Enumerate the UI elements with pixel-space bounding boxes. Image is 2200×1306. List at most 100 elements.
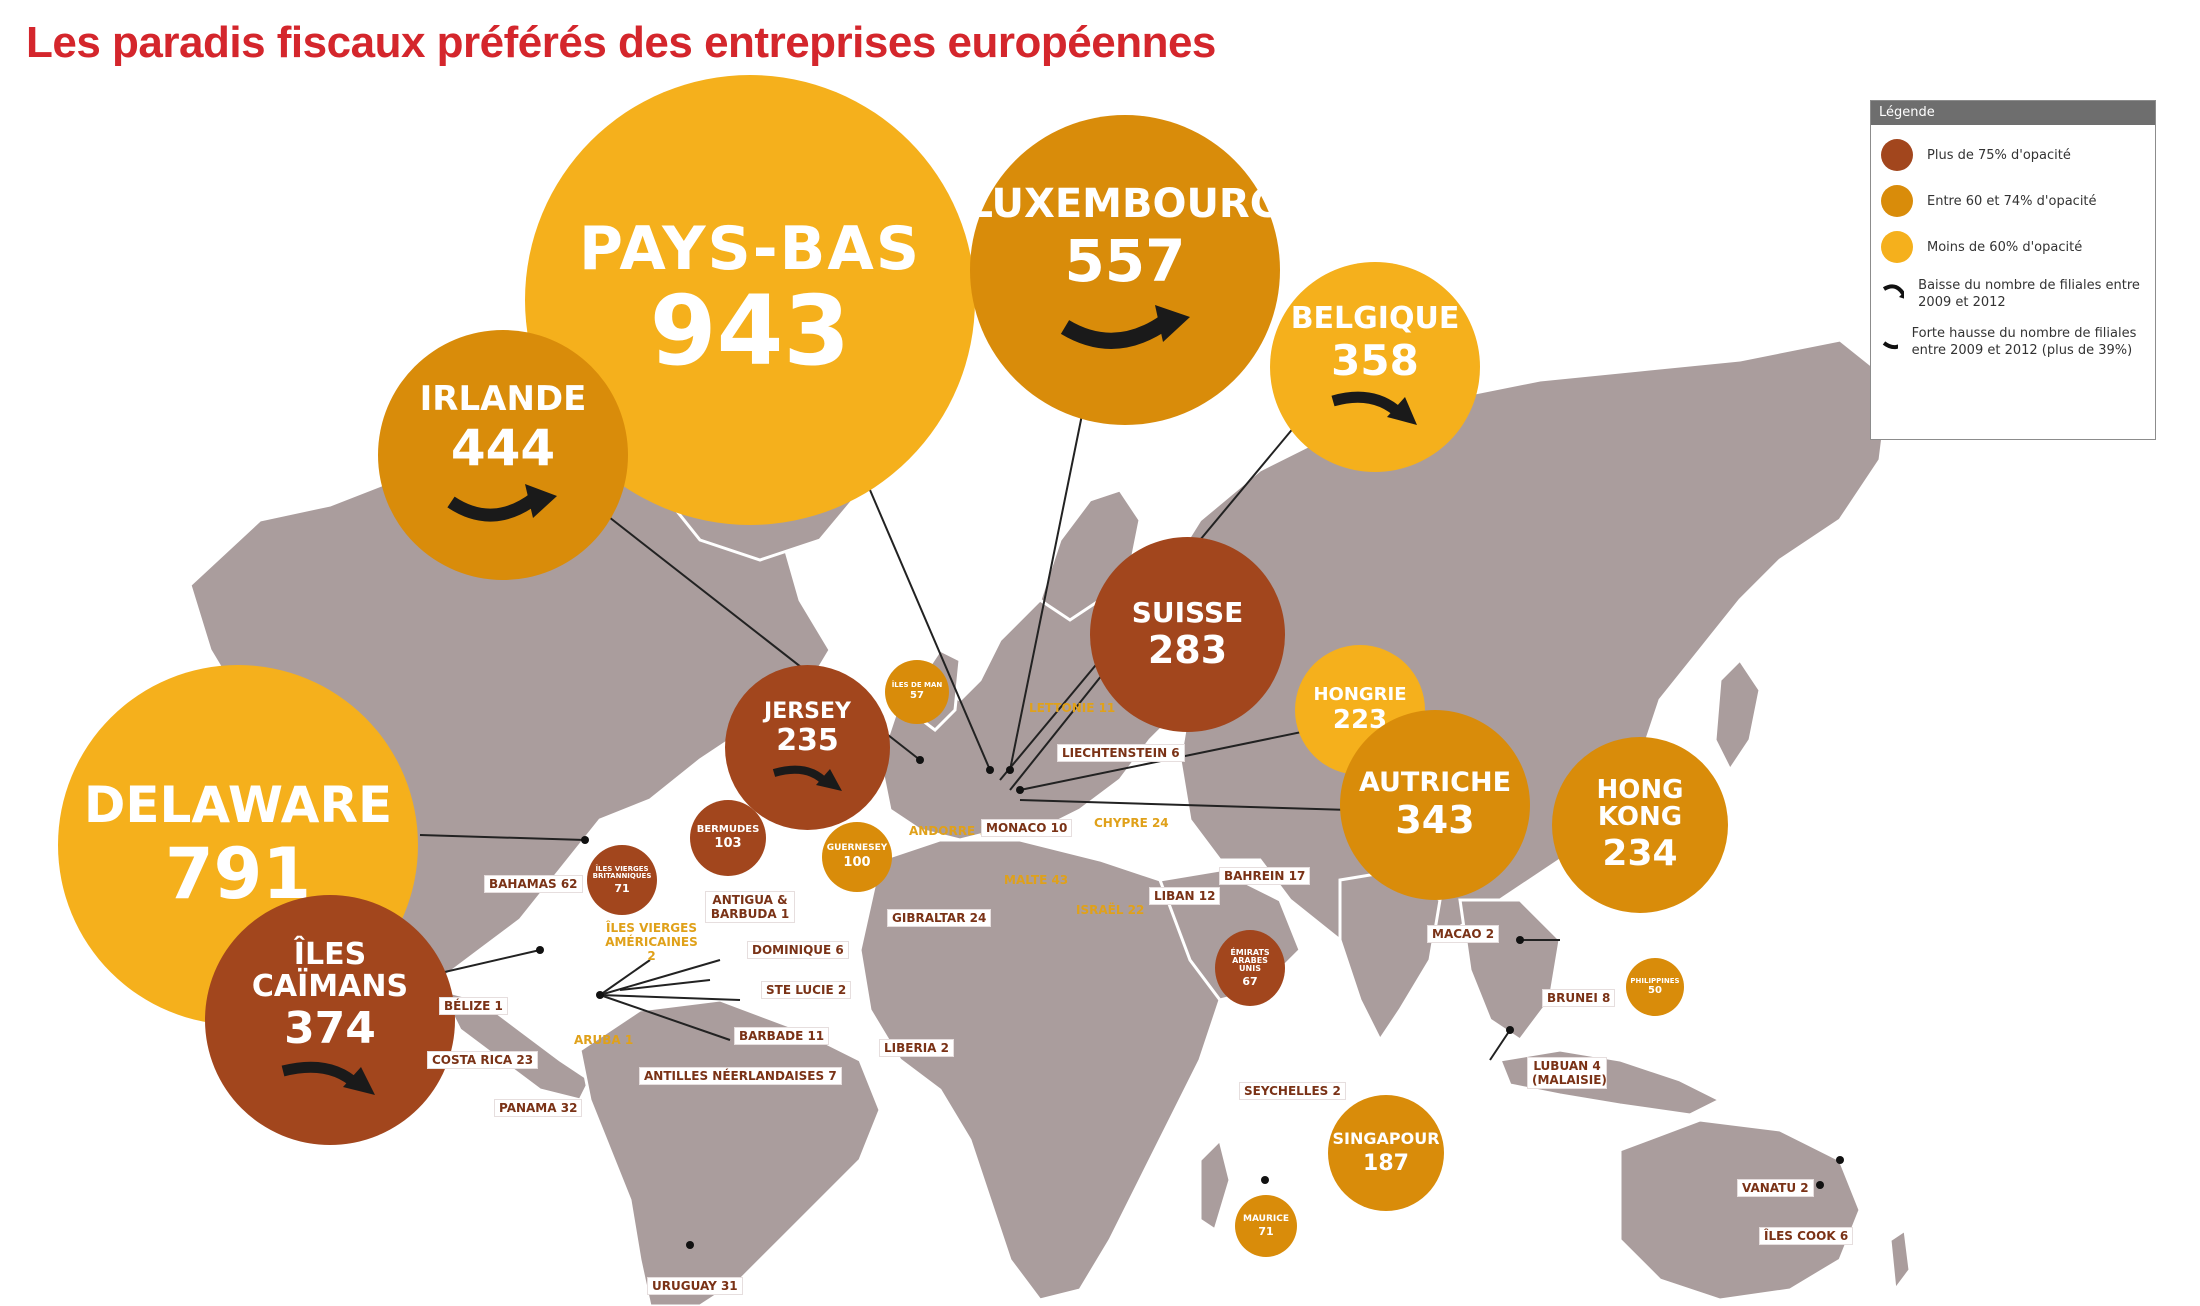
bubble-name: ÎLES CAÏMANS bbox=[251, 937, 409, 1004]
legend-label: Plus de 75% d'opacité bbox=[1927, 147, 2071, 163]
bubble-value: 374 bbox=[284, 1003, 376, 1055]
tag-aruba: ARUBA 1 bbox=[574, 1033, 634, 1047]
tag-brunei: BRUNEI 8 bbox=[1543, 990, 1615, 1006]
bubble-value: 100 bbox=[843, 854, 871, 870]
bubble-singapour: SINGAPOUR 187 bbox=[1328, 1095, 1444, 1211]
tag-liberia: LIBERIA 2 bbox=[880, 1040, 953, 1056]
bubble-name: GUERNESEY bbox=[826, 843, 888, 854]
legend-label: Baisse du nombre de filiales entre 2009 … bbox=[1918, 278, 2140, 310]
legend-heading: Légende bbox=[1871, 101, 2155, 125]
bubble-value: 358 bbox=[1331, 335, 1419, 385]
bubble-maurice: MAURICE 71 bbox=[1235, 1195, 1297, 1257]
bubble-name: SUISSE bbox=[1131, 595, 1244, 629]
rise-arrow-icon bbox=[1060, 305, 1190, 350]
bubble-name: JERSEY bbox=[764, 699, 851, 725]
tag-vanatu: VANATU 2 bbox=[1738, 1180, 1813, 1196]
bubble-value: 67 bbox=[1242, 974, 1258, 988]
tag-uruguay: URUGUAY 31 bbox=[648, 1278, 742, 1294]
tag-bahrein: BAHREIN 17 bbox=[1220, 868, 1310, 884]
tag-iles-cook: ÎLES COOK 6 bbox=[1760, 1228, 1853, 1244]
tag-costa-rica: COSTA RICA 23 bbox=[428, 1052, 538, 1068]
tag-bahamas: BAHAMAS 62 bbox=[485, 876, 582, 892]
bubble-value: 283 bbox=[1147, 628, 1228, 673]
land-new-zealand bbox=[1888, 1227, 1912, 1294]
curved-arrow-down-icon bbox=[1882, 284, 1905, 299]
curved-arrow-up-icon bbox=[1882, 341, 1898, 350]
tag-antilles-neerlandaises: ANTILLES NÉERLANDAISES 7 bbox=[640, 1068, 841, 1084]
legend-item: Plus de 75% d'opacité bbox=[1881, 139, 2145, 171]
bubble-name: SINGAPOUR bbox=[1332, 1129, 1440, 1149]
bubble-name: BERMUDES bbox=[696, 823, 760, 835]
land-africa bbox=[858, 838, 1222, 1302]
bubble-name: ÎLES VIERGES BRITANNIQUES bbox=[592, 864, 652, 881]
tag-andorre: ANDORRE 1 bbox=[909, 824, 988, 838]
dark-brown-circle-icon bbox=[1881, 139, 1913, 171]
legend-item: Entre 60 et 74% d'opacité bbox=[1881, 185, 2145, 217]
rise-arrow-icon bbox=[447, 484, 557, 522]
bubble-name: PAYS-BAS bbox=[578, 214, 922, 285]
land-southeast-asia bbox=[1458, 898, 1562, 1043]
bubble-guernesey: GUERNESEY 100 bbox=[822, 822, 892, 892]
tag-panama: PANAMA 32 bbox=[495, 1100, 582, 1116]
legend-item: Baisse du nombre de filiales entre 2009 … bbox=[1881, 277, 2145, 311]
tag-liban: LIBAN 12 bbox=[1150, 888, 1220, 904]
fall-arrow-icon bbox=[1331, 391, 1417, 425]
tag-antigua-barbuda: ANTIGUA & BARBUDA 1 bbox=[706, 892, 794, 922]
bubble-irlande: IRLANDE 444 bbox=[378, 330, 628, 580]
bubble-luxembourg: LUXEMBOURG 557 bbox=[967, 115, 1283, 425]
yellow-circle-icon bbox=[1881, 231, 1913, 263]
legend-label: Moins de 60% d'opacité bbox=[1927, 239, 2083, 255]
bubble-value: 791 bbox=[164, 832, 312, 915]
bubble-iles-caimans: ÎLES CAÏMANS 374 bbox=[205, 895, 455, 1145]
bubble-value: 57 bbox=[910, 690, 924, 702]
fall-arrow-icon bbox=[772, 765, 842, 791]
orange-circle-icon bbox=[1881, 185, 1913, 217]
tag-ste-lucie: STE LUCIE 2 bbox=[762, 982, 851, 998]
tag-malte: MALTE 43 bbox=[1004, 873, 1069, 887]
bubble-autriche: AUTRICHE 343 bbox=[1340, 710, 1530, 900]
tag-barbade: BARBADE 11 bbox=[735, 1028, 829, 1044]
land-japan bbox=[1713, 657, 1762, 773]
bubble-value: 235 bbox=[776, 723, 839, 759]
land-scandinavia bbox=[1038, 488, 1142, 622]
bubble-emirats-arabes-unis: ÉMIRATS ARABES UNIS 67 bbox=[1215, 930, 1285, 1006]
bubble-name: MAURICE bbox=[1243, 1213, 1289, 1224]
legend-item: Moins de 60% d'opacité bbox=[1881, 231, 2145, 263]
tag-lubuan: LUBUAN 4 (MALAISIE) bbox=[1528, 1058, 1607, 1088]
bubble-value: 557 bbox=[1064, 226, 1186, 295]
map-title: Les paradis fiscaux préférés des entrepr… bbox=[26, 18, 1216, 67]
bubble-jersey: JERSEY 235 bbox=[725, 665, 890, 830]
tag-chypre: CHYPRE 24 bbox=[1094, 816, 1169, 830]
bubble-value: 234 bbox=[1602, 833, 1678, 875]
tag-iles-vierges-americaines: ÎLES VIERGES AMÉRICAINES 2 bbox=[605, 921, 698, 963]
bubble-belgique: BELGIQUE 358 bbox=[1270, 262, 1480, 472]
bubble-iles-vierges-britanniques: ÎLES VIERGES BRITANNIQUES 71 bbox=[587, 845, 657, 915]
bubble-value: 71 bbox=[1258, 1224, 1274, 1238]
land-central-america bbox=[437, 987, 592, 1102]
legend-label: Forte hausse du nombre de filiales entre… bbox=[1911, 326, 2137, 358]
bubble-name: HONG KONG bbox=[1596, 774, 1684, 833]
bubble-name: ÉMIRATS ARABES UNIS bbox=[1230, 947, 1270, 974]
land-australia bbox=[1618, 1118, 1862, 1302]
fall-arrow-icon bbox=[281, 1061, 375, 1095]
bubble-value: 50 bbox=[1648, 984, 1662, 996]
bubble-name: LUXEMBOURG bbox=[967, 180, 1283, 227]
tag-israel: ISRAËL 22 bbox=[1076, 903, 1145, 917]
land-madagascar bbox=[1198, 1137, 1232, 1233]
bubble-name: AUTRICHE bbox=[1358, 766, 1512, 798]
bubble-value: 187 bbox=[1363, 1150, 1409, 1176]
bubble-value: 71 bbox=[614, 881, 630, 895]
bubble-bermudes: BERMUDES 103 bbox=[690, 800, 766, 876]
bubble-value: 103 bbox=[714, 836, 742, 852]
legend-item: Forte hausse du nombre de filiales entre… bbox=[1881, 325, 2145, 359]
tag-macao: MACAO 2 bbox=[1428, 926, 1499, 942]
bubble-philippines: PHILIPPINES 50 bbox=[1626, 958, 1684, 1016]
bubble-suisse: SUISSE 283 bbox=[1090, 537, 1285, 732]
bubble-name: PHILIPPINES bbox=[1630, 976, 1680, 985]
bubble-name: HONGRIE bbox=[1313, 683, 1407, 705]
tag-gibraltar: GIBRALTAR 24 bbox=[888, 910, 991, 926]
legend: Légende Plus de 75% d'opacité Entre 60 e… bbox=[1870, 100, 2156, 440]
bubble-name: BELGIQUE bbox=[1290, 301, 1460, 337]
bubble-hong-kong: HONG KONG 234 bbox=[1552, 737, 1728, 913]
tag-liechtenstein: LIECHTENSTEIN 6 bbox=[1058, 745, 1184, 761]
